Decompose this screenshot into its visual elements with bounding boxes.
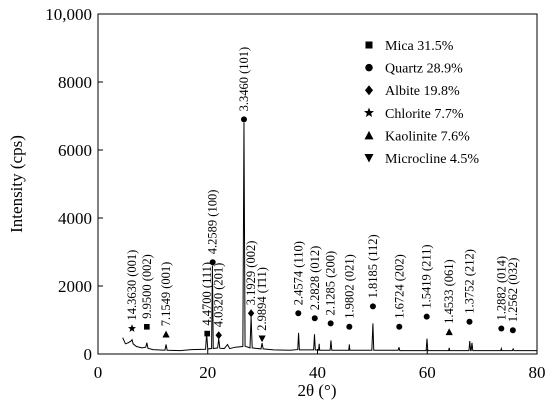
phase-marker bbox=[258, 335, 266, 343]
phase-marker bbox=[240, 116, 247, 123]
peak-label: 4.2589 (100) bbox=[206, 190, 220, 255]
x-tick-label: 20 bbox=[199, 363, 216, 382]
phase-marker bbox=[162, 330, 170, 338]
phase-marker bbox=[498, 325, 505, 332]
peak-label: 1.2562 (032) bbox=[506, 258, 520, 323]
phase-marker bbox=[466, 318, 473, 325]
phase-marker bbox=[369, 303, 376, 310]
phase-marker bbox=[128, 324, 137, 332]
phase-marker bbox=[295, 310, 302, 317]
peak-label: 1.6724 (202) bbox=[392, 254, 406, 319]
phase-marker bbox=[204, 330, 211, 337]
peak-label: 1.3752 (212) bbox=[463, 249, 477, 314]
peak-label: 1.8185 (112) bbox=[366, 234, 380, 298]
pattern-line bbox=[122, 122, 537, 352]
phase-marker bbox=[247, 309, 255, 318]
phase-marker bbox=[327, 320, 334, 327]
peak-label: 2.9894 (1̄11) bbox=[255, 267, 269, 331]
x-tick-label: 60 bbox=[419, 363, 436, 382]
peak-label: 2.4574 (110) bbox=[291, 241, 305, 305]
peak-label: 1.4533 (061) bbox=[442, 259, 456, 324]
phase-marker bbox=[396, 323, 403, 330]
y-tick-label: 2000 bbox=[58, 277, 92, 296]
legend-marker bbox=[365, 63, 373, 72]
legend-marker bbox=[364, 107, 374, 118]
peak-label: 4.0320 (201) bbox=[212, 263, 226, 328]
peak-label: 4.4700 (111) bbox=[200, 262, 214, 326]
phase-marker bbox=[144, 324, 150, 330]
x-tick-label: 40 bbox=[309, 363, 326, 382]
peak-label: 3.3460 (101) bbox=[237, 47, 251, 112]
y-tick-label: 0 bbox=[84, 345, 93, 364]
legend-marker bbox=[364, 154, 374, 163]
phase-marker bbox=[423, 313, 430, 320]
legend-label: Microcline 4.5% bbox=[385, 152, 479, 167]
phase-marker bbox=[311, 315, 318, 322]
legend-label: Albite 19.8% bbox=[385, 84, 460, 99]
phase-marker bbox=[509, 327, 516, 334]
x-tick-label: 0 bbox=[94, 363, 103, 382]
x-axis-label: 2θ (°) bbox=[297, 381, 336, 400]
legend-label: Kaolinite 7.6% bbox=[385, 129, 470, 144]
phase-marker bbox=[209, 259, 216, 266]
peak-label: 2.2828 (012) bbox=[308, 246, 322, 311]
peak-label: 7.1549 (001) bbox=[159, 262, 173, 327]
peak-label: 1.5419 (211) bbox=[420, 244, 434, 308]
y-tick-label: 8000 bbox=[58, 73, 92, 92]
phase-marker bbox=[215, 331, 222, 340]
phase-marker bbox=[346, 323, 353, 330]
peak-label: 1.9802 (021) bbox=[342, 254, 356, 319]
x-tick-label: 80 bbox=[529, 363, 546, 382]
legend-marker bbox=[365, 85, 373, 96]
peak-label: 3.1929 (002) bbox=[244, 241, 258, 306]
y-tick-label: 10,000 bbox=[45, 5, 92, 24]
peak-label: 1.2882 (014) bbox=[494, 256, 508, 321]
legend-marker bbox=[365, 41, 373, 49]
legend-marker bbox=[364, 130, 374, 140]
legend-label: Quartz 28.9% bbox=[385, 62, 463, 77]
phase-marker bbox=[445, 328, 453, 336]
legend-label: Chlorite 7.7% bbox=[385, 107, 464, 122]
y-tick-label: 4000 bbox=[58, 209, 92, 228]
peak-label: 14.3630 (001) bbox=[125, 250, 139, 321]
y-axis-label: Intensity (cps) bbox=[7, 135, 26, 233]
legend-label: Mica 31.5% bbox=[385, 39, 454, 54]
peak-label: 9.9500 (002) bbox=[140, 254, 154, 319]
y-tick-label: 6000 bbox=[58, 141, 92, 160]
peak-label: 2.1285 (200) bbox=[324, 251, 338, 316]
